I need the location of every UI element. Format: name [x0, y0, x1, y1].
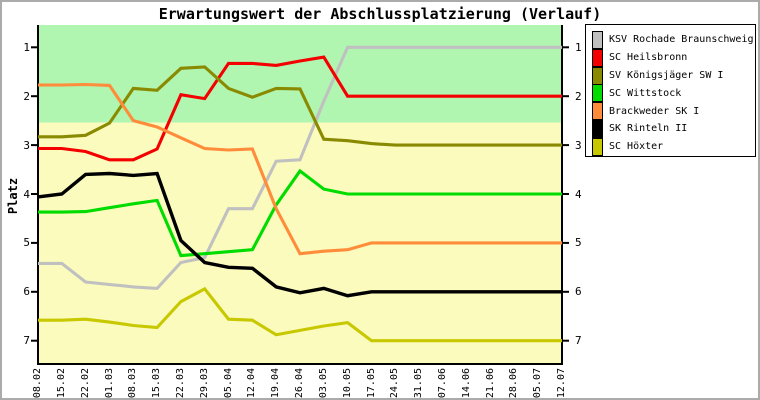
series-line [38, 286, 562, 343]
y-tick-mark [31, 95, 38, 98]
series-line [38, 65, 562, 147]
x-tick-label: 26.04 [294, 368, 305, 399]
y-tick-label-left: 7 [23, 334, 30, 348]
y-tick-mark [562, 144, 569, 147]
x-tick-label: 12.07 [556, 368, 567, 399]
y-tick-mark [562, 193, 569, 195]
y-tick-label-left: 5 [23, 236, 30, 250]
chart-title: Erwartungswert der Abschlussplatzierung … [158, 5, 602, 23]
x-tick-label: 22.03 [174, 368, 186, 399]
legend-item: SV Königsjäger SW I [586, 66, 755, 85]
y-tick-mark [562, 95, 569, 98]
series-line [38, 82, 562, 256]
legend-swatch [592, 137, 603, 156]
promotion-zone [39, 25, 561, 123]
y-tick-mark [31, 46, 38, 49]
x-tick-label: 08.03 [127, 368, 139, 399]
y-tick-mark [31, 290, 38, 293]
legend-swatch [592, 84, 603, 103]
legend-item: SC Heilsbronn [586, 48, 755, 67]
legend-swatch [592, 102, 603, 121]
y-tick-label-left: 6 [23, 285, 30, 299]
y-tick-mark [31, 193, 38, 195]
legend-label: SC Wittstock [609, 87, 682, 99]
x-tick-label: 19.04 [270, 368, 282, 399]
x-tick-label: 17.05 [365, 368, 377, 399]
legend: KSV Rochade Braunschweig SC Heilsbronn SV … [585, 24, 756, 157]
x-tick-label: 01.03 [103, 368, 115, 399]
x-tick-label: 24.05 [389, 368, 401, 399]
x-tick-label: 12.04 [246, 368, 258, 399]
legend-label: SK Rinteln II [609, 123, 688, 135]
y-tick-label-left: 3 [23, 138, 30, 152]
x-tick-label: 15.03 [151, 368, 163, 399]
y-tick-label-right: 2 [575, 89, 582, 103]
y-tick-label-left: 4 [23, 187, 30, 201]
y-tick-label-right: 4 [575, 187, 582, 201]
y-tick-label-right: 5 [575, 236, 582, 250]
legend-label: SC Heilsbronn [609, 52, 688, 64]
series-line [37, 171, 562, 298]
legend-item: Brackweder SK I [586, 102, 755, 121]
x-tick-label: 22.02 [79, 368, 91, 399]
x-axis [37, 363, 563, 365]
legend-label: Brackweder SK I [609, 105, 700, 117]
x-tick-label: 08.02 [32, 368, 43, 399]
legend-swatch [592, 66, 603, 85]
x-tick-label: 05.07 [532, 368, 544, 399]
x-tick-label: 28.06 [508, 368, 520, 399]
y-tick-label-right: 1 [575, 40, 582, 54]
y-tick-mark [562, 241, 569, 244]
y-tick-mark [562, 46, 569, 49]
y-tick-mark [31, 241, 38, 244]
x-tick-label: 21.06 [484, 368, 496, 399]
y-tick-mark [31, 144, 38, 147]
y-tick-label-left: 2 [23, 89, 30, 103]
x-tick-label: 07.06 [436, 368, 448, 399]
legend-item: SK Rinteln II [586, 119, 755, 138]
legend-swatch [592, 119, 603, 138]
legend-swatch [592, 30, 603, 49]
x-tick-label: 15.02 [55, 368, 67, 399]
x-tick-label: 10.05 [341, 368, 353, 399]
y-tick-label-right: 6 [575, 285, 582, 299]
legend-item: KSV Rochade Braunschweig [586, 30, 755, 49]
legend-label: SC Höxter [609, 141, 664, 153]
series-line [38, 45, 562, 290]
x-tick-label: 14.06 [460, 368, 472, 399]
x-tick-label: 05.04 [222, 368, 234, 399]
y-tick-label-right: 3 [575, 138, 582, 152]
series-line [38, 55, 562, 162]
x-tick-label: 29.03 [198, 368, 210, 399]
series-line [38, 168, 562, 258]
legend-item: SC Wittstock [586, 84, 755, 103]
y-tick-mark [562, 290, 569, 293]
y-tick-mark [31, 339, 38, 342]
y-tick-label-right: 7 [575, 334, 582, 348]
legend-label: KSV Rochade Braunschweig [609, 34, 754, 46]
legend-label: SV Königsjäger SW I [609, 69, 724, 81]
legend-item: SC Höxter [586, 137, 755, 156]
legend-swatch [592, 48, 603, 67]
x-tick-label: 31.05 [413, 368, 425, 399]
y-tick-mark [562, 339, 569, 342]
y-tick-label-left: 1 [23, 40, 30, 54]
x-tick-label: 03.05 [317, 368, 329, 399]
